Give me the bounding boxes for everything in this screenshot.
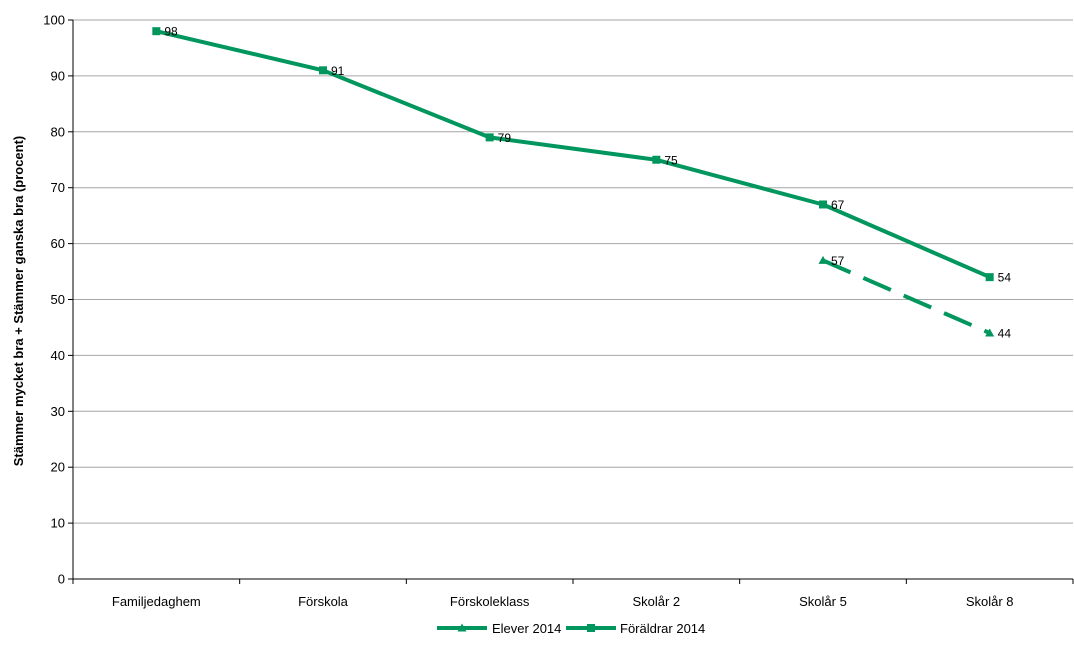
y-tick-label: 10 xyxy=(51,516,65,531)
point-marker xyxy=(819,200,827,209)
y-axis-title: Stämmer mycket bra + Stämmer ganska bra … xyxy=(11,136,26,467)
series-line-0 xyxy=(822,258,991,335)
y-tick-label: 100 xyxy=(43,13,65,28)
legend: Elever 2014 Föräldrar 2014 xyxy=(437,621,705,636)
y-tick-label: 70 xyxy=(51,180,65,195)
legend-marker xyxy=(587,624,595,632)
point-marker xyxy=(985,273,994,282)
data-labels: 57 44 98 91 79 75 67 54 xyxy=(164,25,1011,341)
data-label: 98 xyxy=(164,25,178,39)
x-tick-label: Skolår 2 xyxy=(632,594,680,609)
x-tick-label: Förskoleklass xyxy=(450,594,530,609)
data-label: 91 xyxy=(331,64,345,78)
gridlines xyxy=(73,19,1073,524)
y-tick-label: 0 xyxy=(58,572,65,587)
y-tick-label: 40 xyxy=(51,348,65,363)
y-tick-label: 20 xyxy=(51,460,65,475)
x-tick-label: Familjedaghem xyxy=(112,594,201,609)
legend-label: Elever 2014 xyxy=(492,621,561,636)
data-label: 79 xyxy=(498,131,512,145)
x-tick-label: Skolår 8 xyxy=(966,594,1014,609)
point-marker xyxy=(319,66,327,75)
point-marker xyxy=(485,133,494,142)
point-marker xyxy=(652,155,661,164)
data-label: 44 xyxy=(998,327,1012,341)
legend-label: Föräldrar 2014 xyxy=(620,621,705,636)
point-marker xyxy=(985,328,995,337)
axes: 0 10 20 30 40 50 60 70 80 90 100 Familjedaghem Försk… xyxy=(43,13,1074,609)
legend-marker xyxy=(457,623,467,632)
legend-item: Elever 2014 xyxy=(437,621,561,636)
x-tick-label: Skolår 5 xyxy=(799,594,847,609)
data-label: 54 xyxy=(998,271,1012,285)
series-line-1 xyxy=(155,29,991,279)
x-tick-label: Förskola xyxy=(298,594,349,609)
point-marker xyxy=(152,27,161,36)
y-tick-label: 30 xyxy=(51,404,65,419)
y-tick-label: 60 xyxy=(51,236,65,251)
legend-item: Föräldrar 2014 xyxy=(566,621,705,636)
data-label: 75 xyxy=(664,153,678,167)
series xyxy=(152,27,995,337)
y-tick-label: 90 xyxy=(51,68,65,83)
y-tick-label: 80 xyxy=(51,124,65,139)
point-marker xyxy=(818,255,828,264)
data-label: 67 xyxy=(831,198,845,212)
y-tick-label: 50 xyxy=(51,292,65,307)
data-label: 57 xyxy=(831,254,845,268)
